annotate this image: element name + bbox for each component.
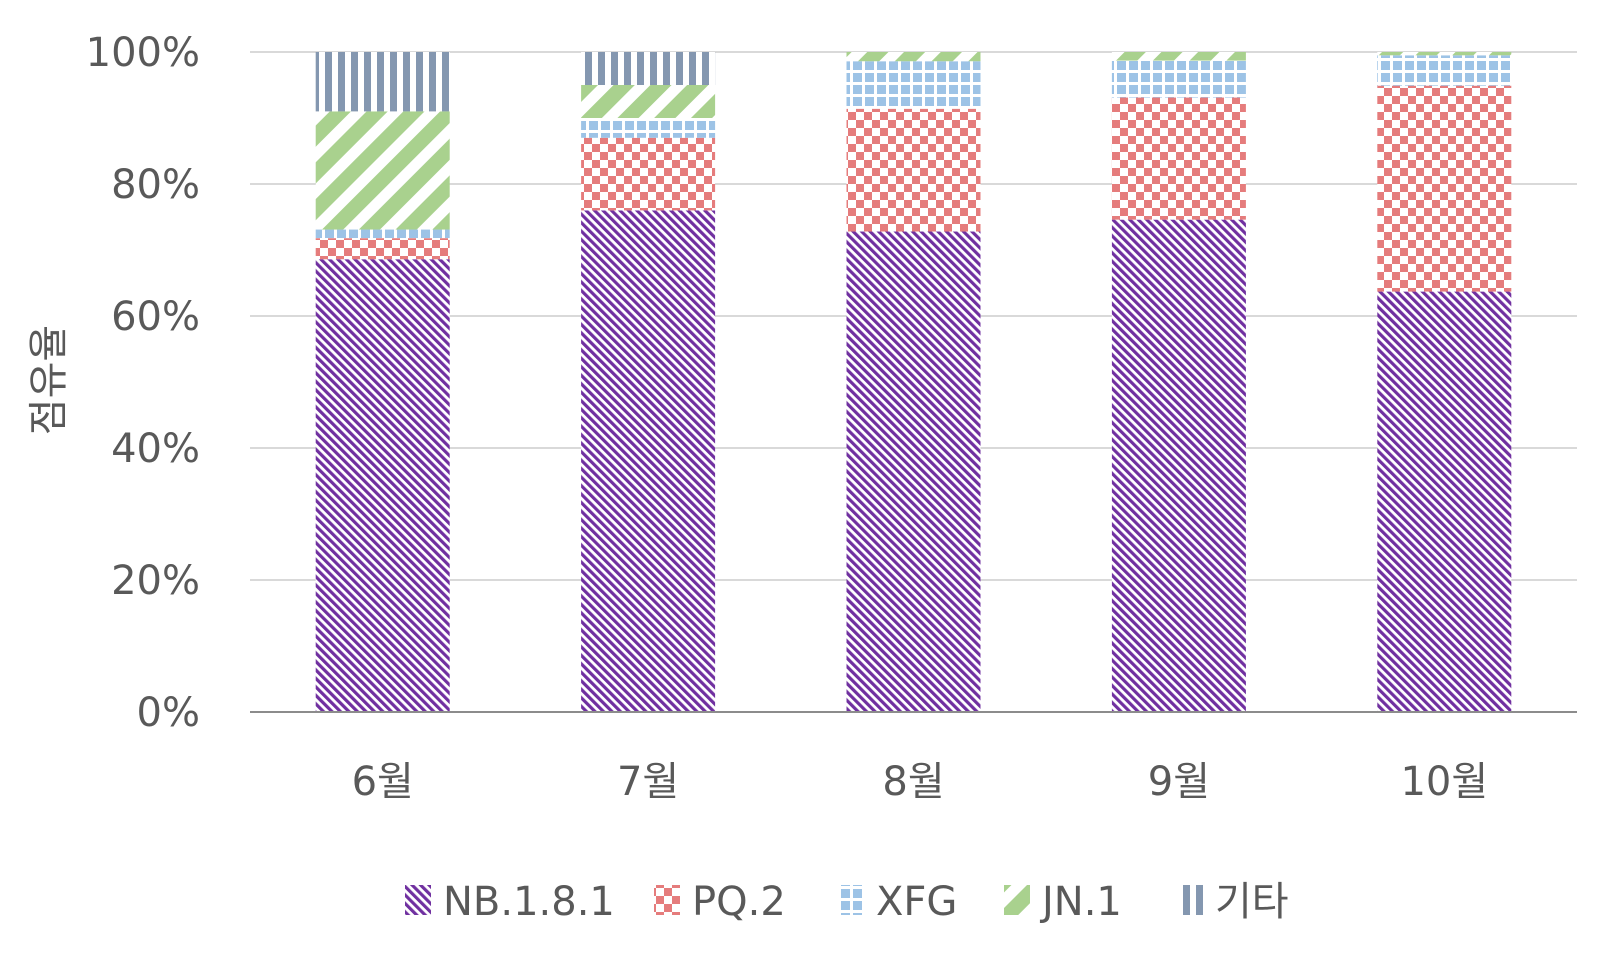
legend-swatch	[838, 885, 864, 915]
bar-segment-pq-2	[846, 108, 981, 232]
bar-segment-jn-1	[1111, 52, 1246, 61]
legend-swatch	[654, 885, 680, 915]
x-tick-label: 8월	[882, 759, 944, 805]
x-tick-label: 10월	[1400, 759, 1488, 805]
bar-segment-nb-1-8-1	[1377, 291, 1512, 712]
bar-segment-jn-1	[581, 85, 716, 118]
legend-item: XFG	[838, 879, 957, 925]
x-tick-label: 6월	[352, 759, 414, 805]
legend-label: PQ.2	[692, 879, 786, 925]
bar-segment-nb-1-8-1	[846, 231, 981, 712]
legend-item: JN.1	[1004, 879, 1122, 925]
y-tick-label: 20%	[111, 558, 200, 604]
bar-segment--	[315, 52, 450, 112]
legend-swatch	[1004, 885, 1030, 915]
bar-segment-pq-2	[1111, 97, 1246, 220]
bar-segments	[315, 52, 1512, 712]
legend-item: 기타	[1177, 879, 1289, 925]
bar-segment-xfg	[315, 229, 450, 239]
y-tick-label: 60%	[111, 294, 200, 340]
bar-segment-jn-1	[846, 52, 981, 62]
legend-item: PQ.2	[654, 879, 786, 925]
y-axis-title: 점유율	[26, 325, 72, 435]
y-tick-label: 0%	[137, 690, 200, 736]
bar-segment-pq-2	[581, 137, 716, 211]
legend-label: 기타	[1215, 879, 1289, 925]
bar-segment--	[581, 52, 716, 85]
bar-segment-jn-1	[315, 111, 450, 230]
bar-segment-xfg	[1111, 60, 1246, 98]
bar-segment-xfg	[846, 61, 981, 109]
y-axis-tick-labels: 0% 20% 40% 60% 80% 100%	[86, 30, 200, 736]
x-axis-tick-labels: 6월 7월 8월 9월 10월	[352, 759, 1489, 805]
legend-label: XFG	[876, 879, 957, 925]
legend-label: NB.1.8.1	[443, 879, 615, 925]
y-tick-label: 80%	[111, 162, 200, 208]
legend-label: JN.1	[1039, 879, 1122, 925]
legend-item: NB.1.8.1	[405, 879, 615, 925]
legend-swatch	[1177, 885, 1203, 915]
legend-swatch	[405, 885, 431, 915]
y-tick-label: 100%	[86, 30, 200, 76]
bar-segment-nb-1-8-1	[581, 210, 716, 712]
y-tick-label: 40%	[111, 426, 200, 472]
bar-segment-nb-1-8-1	[1111, 219, 1246, 712]
bar-segment-pq-2	[1377, 85, 1512, 292]
x-tick-label: 9월	[1148, 759, 1210, 805]
bar-segment-jn-1	[1377, 52, 1512, 56]
bar-segment-nb-1-8-1	[315, 259, 450, 712]
bar-segment-xfg	[581, 118, 716, 138]
bar-segment-xfg	[1377, 55, 1512, 86]
bar-segment-pq-2	[315, 238, 450, 260]
x-tick-label: 7월	[617, 759, 679, 805]
legend: NB.1.8.1 PQ.2 XFG JN.1 기타	[405, 879, 1289, 925]
